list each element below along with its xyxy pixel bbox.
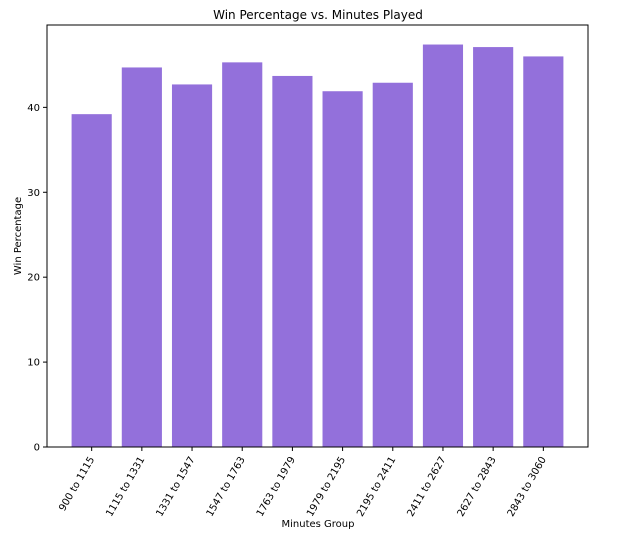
x-axis-label: Minutes Group <box>282 519 355 530</box>
x-tick-label-4: 1763 to 1979 <box>255 455 298 519</box>
x-tick-label-8: 2627 to 2843 <box>456 455 499 519</box>
x-tick-label-6: 2195 to 2411 <box>355 455 398 519</box>
x-tick-label-0: 900 to 1115 <box>57 455 97 513</box>
bar-3 <box>222 62 263 447</box>
y-tick-label-1: 10 <box>27 358 40 369</box>
plot-frame <box>46 24 589 448</box>
chart-title: Win Percentage vs. Minutes Played <box>213 8 423 22</box>
bar-1 <box>121 67 162 448</box>
bar-4 <box>272 75 313 447</box>
bar-9 <box>523 56 564 447</box>
y-tick-label-0: 0 <box>34 443 40 454</box>
x-tick-label-9: 2843 to 3060 <box>506 455 549 519</box>
x-tick-label-5: 1979 to 2195 <box>305 455 348 519</box>
y-tick-label-2: 20 <box>27 273 40 284</box>
x-tick-label-7: 2411 to 2627 <box>405 455 448 519</box>
bar-2 <box>171 84 213 448</box>
bars-group <box>71 44 564 448</box>
x-tick-label-3: 1547 to 1763 <box>205 455 248 519</box>
bar-5 <box>322 91 363 448</box>
y-tick-label-4: 40 <box>27 103 40 114</box>
x-tick-label-1: 1115 to 1331 <box>104 455 147 519</box>
y-tick-label-3: 30 <box>27 188 40 199</box>
y-axis: 0 10 20 30 40 <box>27 103 47 454</box>
x-tick-label-2: 1331 to 1547 <box>154 455 197 519</box>
y-axis-label: Win Percentage <box>13 197 24 275</box>
bar-0 <box>71 114 112 447</box>
bar-6 <box>372 82 413 447</box>
bar-8 <box>473 47 514 448</box>
x-axis: 900 to 1115 1115 to 1331 1331 to 1547 1547 … <box>57 447 549 519</box>
bar-7 <box>422 44 464 447</box>
